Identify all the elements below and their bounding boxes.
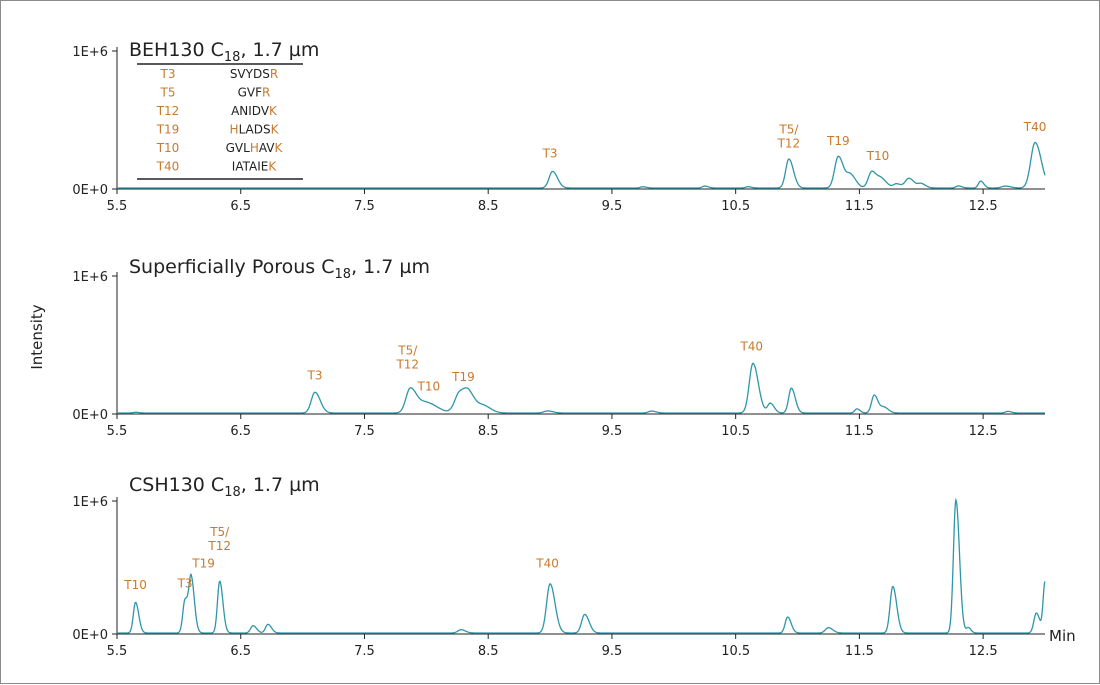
y-tick-label: 0E+0 (72, 408, 108, 423)
peptide-id: T40 (156, 160, 180, 174)
y-axis-title: Intensity (28, 304, 46, 369)
peptide-sequence: IATAIEK (232, 160, 278, 174)
y-tick-label: 1E+6 (72, 495, 108, 510)
peak-label: T40 (1023, 120, 1047, 134)
peptide-sequence: HLADSK (230, 123, 280, 137)
peak-label: T40 (535, 557, 559, 571)
sequence-residue-highlight: K (271, 123, 280, 137)
peptide-id: T5 (160, 86, 176, 100)
peptide-sequence: ANIDVK (231, 104, 278, 118)
chromatogram-trace-3 (117, 497, 1046, 634)
peak-label: T19 (191, 557, 215, 571)
x-tick-label: 7.5 (354, 199, 375, 214)
panel-1: 0E+0 1E+6 5.5 6.5 7.5 8.5 9.5 10.5 11.5 12.5 BEH13… (72, 39, 1046, 214)
peak-label: T5/ (778, 123, 799, 137)
chromatogram-trace-1 (117, 141, 1046, 189)
peak-label: T40 (739, 340, 763, 354)
x-tick-label: 12.5 (969, 424, 998, 439)
x-tick-label: 7.5 (354, 424, 375, 439)
panel-title-subscript: 18 (224, 485, 241, 500)
sequence-residues: GVF (238, 86, 263, 100)
peak-label: T12 (207, 539, 231, 553)
peptide-id: T3 (160, 67, 176, 81)
x-tick-label: 8.5 (478, 199, 499, 214)
x-tick-label: 9.5 (602, 644, 623, 659)
panel-title-main: CSH130 C (129, 474, 224, 496)
x-tick-label: 9.5 (602, 199, 623, 214)
peak-label: T19 (451, 370, 475, 384)
peptide-sequence: GVLHAVK (226, 141, 284, 155)
peptide-id: T12 (156, 104, 180, 118)
peak-label: T3 (177, 576, 193, 590)
peak-label: T3 (542, 146, 558, 160)
x-tick-label: 6.5 (230, 199, 251, 214)
sequence-residue-highlight: K (268, 160, 277, 174)
panel-title-subscript: 18 (224, 50, 241, 65)
sequence-residues: IATAIE (232, 160, 269, 174)
y-tick-label: 1E+6 (72, 45, 108, 60)
sequence-residue-highlight: K (275, 141, 284, 155)
peptide-id: T19 (156, 123, 180, 137)
panel-title: CSH130 C18, 1.7 µm (129, 474, 320, 500)
panel-title-suffix: , 1.7 µm (241, 474, 320, 496)
sequence-residue-highlight: H (250, 141, 259, 155)
x-tick-label: 12.5 (969, 199, 998, 214)
sequence-residue-highlight: K (269, 104, 278, 118)
peak-label: T5/ (397, 343, 418, 357)
sequence-residue-highlight: H (230, 123, 239, 137)
panel-title-main: BEH130 C (129, 39, 224, 61)
panel-title: Superficially Porous C18, 1.7 µm (129, 256, 430, 282)
x-tick-label: 6.5 (230, 644, 251, 659)
panel-title: BEH130 C18, 1.7 µm (129, 39, 319, 65)
sequence-residue-highlight: R (270, 67, 278, 81)
panel-2: 0E+0 1E+6 5.5 6.5 7.5 8.5 9.5 10.5 11.5 12.5 Super… (72, 256, 1045, 439)
x-tick-label: 9.5 (602, 424, 623, 439)
x-tick-label: 6.5 (230, 424, 251, 439)
peak-label: T3 (306, 369, 322, 383)
chromatogram-trace-2 (117, 362, 1045, 414)
panel-title-main: Superficially Porous C (129, 256, 335, 278)
x-tick-label: 8.5 (478, 424, 499, 439)
y-tick-label: 0E+0 (72, 183, 108, 198)
x-tick-label: 11.5 (845, 199, 874, 214)
peak-label: T10 (417, 380, 441, 394)
peak-label: T12 (777, 137, 801, 151)
panel-title-suffix: , 1.7 µm (351, 256, 430, 278)
x-tick-label: 10.5 (721, 199, 750, 214)
x-axis-unit: Min (1049, 627, 1076, 645)
x-tick-label: 11.5 (845, 644, 874, 659)
x-tick-label: 12.5 (969, 644, 998, 659)
panel-3: 0E+0 1E+6 5.5 6.5 7.5 8.5 9.5 10.5 11.5 12.5 CSH13… (72, 474, 1046, 659)
sequence-residues: GVL (226, 141, 251, 155)
x-tick-label: 5.5 (107, 199, 128, 214)
x-tick-label: 8.5 (478, 644, 499, 659)
sequence-residues: ANIDV (231, 104, 270, 118)
x-tick-label: 10.5 (721, 424, 750, 439)
peptide-sequence: SVYDSR (230, 67, 278, 81)
sequence-residue-highlight: R (262, 86, 270, 100)
x-tick-label: 11.5 (845, 424, 874, 439)
x-tick-label: 7.5 (354, 644, 375, 659)
sequence-residues: AV (259, 141, 275, 155)
peak-label: T12 (395, 357, 419, 371)
peak-label: T10 (123, 578, 147, 592)
x-tick-label: 5.5 (107, 644, 128, 659)
peak-label: T5/ (209, 525, 230, 539)
sequence-residues: SVYDS (230, 67, 270, 81)
peptide-id: T10 (156, 141, 180, 155)
sequence-residues: LADS (239, 123, 271, 137)
y-tick-label: 1E+6 (72, 270, 108, 285)
y-tick-label: 0E+0 (72, 628, 108, 643)
x-tick-label: 5.5 (107, 424, 128, 439)
peptide-sequence: GVFR (238, 86, 271, 100)
panel-title-suffix: , 1.7 µm (240, 39, 319, 61)
panel-title-subscript: 18 (335, 267, 352, 282)
peak-label: T10 (866, 149, 890, 163)
peak-label: T19 (826, 134, 850, 148)
x-tick-label: 10.5 (721, 644, 750, 659)
